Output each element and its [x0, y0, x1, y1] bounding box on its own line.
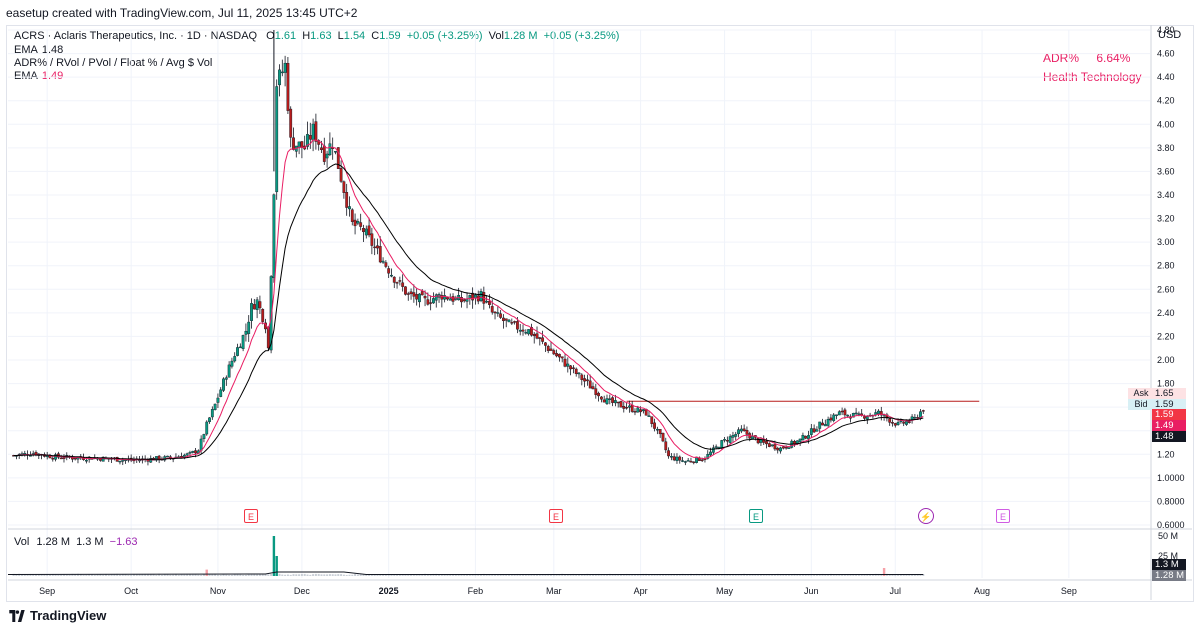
tradingview-logo-icon [9, 609, 25, 622]
high-label: H [302, 30, 311, 42]
ema2-legend[interactable]: EMA 1.49 [14, 70, 63, 82]
volume-tick: 25 M [1158, 551, 1179, 561]
sector-label: Health Technology [1043, 70, 1142, 84]
earnings-marker[interactable]: E [996, 509, 1010, 523]
indicator-legend[interactable]: ADR% / RVol / PVol / Float % / Avg $ Vol [14, 57, 212, 69]
volume-v1: 1.28 M [36, 536, 70, 548]
volume-v2: 1.3 M [76, 536, 104, 548]
bid-badge: 1.59 [1152, 399, 1186, 410]
earnings-marker[interactable]: E [749, 509, 763, 523]
high-value: 1.63 [310, 30, 332, 42]
low-value: 1.54 [343, 30, 366, 42]
symbol-legend[interactable]: ACRS · Aclaris Therapeutics, Inc. · 1D ·… [14, 30, 622, 42]
vol-change-value: +0.05 (+3.25%) [543, 30, 620, 42]
change-value: +0.05 (+3.25%) [406, 30, 483, 42]
open-value: 1.61 [274, 30, 297, 42]
adr-value: 6.64% [1096, 51, 1131, 65]
currency-label[interactable]: USD [1158, 29, 1182, 41]
ema-pink-badge: 1.49 [1152, 420, 1186, 431]
low-label: L [337, 30, 344, 42]
created-by-text: easetup created with TradingView.com, Ju… [6, 6, 358, 20]
open-label: O [266, 30, 275, 42]
earnings-marker[interactable]: E [244, 509, 258, 523]
ema1-legend[interactable]: EMA 1.48 [14, 44, 63, 56]
ema2-value: 1.49 [41, 70, 64, 82]
close-label: C [371, 30, 380, 42]
ask-label: Ask [1128, 388, 1154, 399]
indicator-label: ADR% / RVol / PVol / Float % / Avg $ Vol [14, 57, 213, 69]
ema1-label: EMA [14, 44, 38, 56]
volume-badge: 1.3 M [1152, 559, 1186, 570]
volume-avg-badge: 1.28 M [1152, 570, 1186, 581]
chart-frame[interactable] [6, 25, 1194, 602]
adr-info: ADR% 6.64% [1043, 51, 1130, 65]
footer-brand-text: TradingView [30, 608, 107, 623]
volume-label: Vol [14, 536, 30, 548]
last-price-badge: 1.59 [1152, 409, 1186, 420]
dividend-icon[interactable]: ⚡ [918, 508, 934, 524]
ema-black-badge: 1.48 [1152, 431, 1186, 442]
symbol-title[interactable]: ACRS · Aclaris Therapeutics, Inc. · 1D ·… [14, 30, 258, 42]
vol-value: 1.28 M [503, 30, 538, 42]
volume-legend[interactable]: Vol 1.28 M 1.3 M −1.63 [14, 536, 140, 548]
ema1-value: 1.48 [41, 44, 64, 56]
volume-v3: −1.63 [109, 536, 138, 548]
footer-brand[interactable]: TradingView [8, 608, 106, 623]
bid-label: Bid [1128, 399, 1154, 410]
close-value: 1.59 [379, 30, 401, 42]
adr-label: ADR% [1043, 51, 1080, 65]
earnings-marker[interactable]: E [549, 509, 563, 523]
volume-tick: 50 M [1158, 531, 1179, 541]
ema2-label: EMA [14, 70, 38, 82]
ask-badge: 1.65 [1152, 388, 1186, 399]
vol-label: Vol [488, 30, 504, 42]
